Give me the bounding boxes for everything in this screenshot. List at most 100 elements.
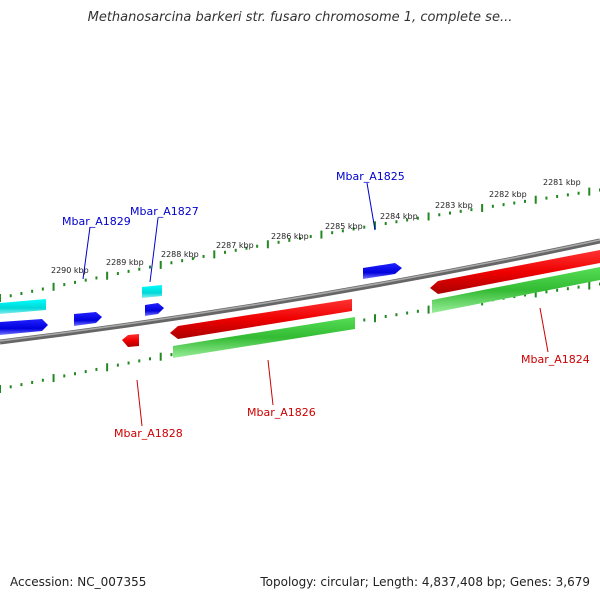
major-tick bbox=[374, 221, 376, 230]
gene-feature[interactable] bbox=[432, 267, 600, 313]
tick-label: 2287 kbp bbox=[216, 241, 254, 250]
tick-label: 2282 kbp bbox=[489, 190, 527, 199]
minor-tick bbox=[513, 201, 516, 205]
cds-feature[interactable] bbox=[145, 303, 164, 316]
cds-feature[interactable] bbox=[0, 319, 48, 335]
minor-tick bbox=[331, 231, 334, 235]
gene-label-reverse[interactable]: Mbar_A1825 bbox=[336, 170, 405, 183]
minor-tick bbox=[84, 370, 87, 374]
minor-tick bbox=[363, 225, 366, 229]
minor-tick bbox=[138, 267, 141, 271]
minor-tick bbox=[31, 289, 34, 293]
minor-tick bbox=[352, 227, 355, 231]
minor-tick bbox=[341, 229, 344, 233]
minor-tick bbox=[116, 272, 119, 276]
major-tick bbox=[213, 250, 216, 259]
minor-tick bbox=[149, 265, 151, 269]
minor-tick bbox=[74, 372, 76, 376]
minor-tick bbox=[288, 238, 291, 242]
summary-text: Topology: circular; Length: 4,837,408 bp… bbox=[260, 575, 590, 589]
minor-tick bbox=[127, 269, 130, 273]
minor-tick bbox=[20, 383, 23, 387]
minor-tick bbox=[502, 203, 505, 207]
minor-tick bbox=[74, 280, 76, 284]
tick-label: 2281 kbp bbox=[543, 178, 581, 187]
gene-feature[interactable] bbox=[142, 285, 162, 298]
major-tick bbox=[106, 271, 109, 280]
cds-feature[interactable] bbox=[122, 334, 139, 347]
minor-tick bbox=[95, 367, 98, 371]
minor-tick bbox=[416, 309, 419, 313]
minor-tick bbox=[309, 234, 312, 238]
minor-tick bbox=[116, 363, 119, 367]
minor-tick bbox=[438, 213, 441, 217]
minor-tick bbox=[138, 359, 141, 363]
major-tick bbox=[159, 260, 162, 269]
minor-tick bbox=[277, 240, 280, 244]
minor-tick bbox=[470, 208, 473, 212]
major-tick bbox=[534, 289, 537, 298]
chromosome-backbone bbox=[0, 238, 600, 345]
gene-label-forward[interactable]: Mbar_A1828 bbox=[114, 427, 183, 440]
minor-tick bbox=[406, 218, 409, 222]
minor-tick bbox=[449, 211, 451, 215]
major-tick bbox=[534, 195, 537, 204]
minor-tick bbox=[577, 285, 580, 289]
chromosome-backbone-highlight bbox=[0, 239, 600, 342]
tick-label: 2286 kbp bbox=[271, 232, 309, 241]
tick-label: 2288 kbp bbox=[161, 250, 199, 259]
forward-features[interactable] bbox=[122, 250, 600, 358]
cds-feature[interactable] bbox=[170, 299, 352, 339]
minor-tick bbox=[524, 199, 526, 203]
cds-feature[interactable] bbox=[430, 250, 600, 294]
major-tick bbox=[106, 363, 109, 372]
major-tick bbox=[481, 203, 484, 212]
major-tick bbox=[320, 230, 323, 239]
cds-feature[interactable] bbox=[74, 312, 102, 326]
minor-tick bbox=[566, 287, 569, 291]
minor-tick bbox=[234, 248, 237, 252]
minor-tick bbox=[566, 193, 569, 197]
tick-label: 2283 kbp bbox=[435, 201, 473, 210]
minor-tick bbox=[63, 374, 66, 378]
gene-label-forward[interactable]: Mbar_A1826 bbox=[247, 406, 316, 419]
minor-tick bbox=[556, 194, 559, 198]
minor-tick bbox=[384, 314, 387, 318]
minor-tick bbox=[416, 216, 419, 220]
minor-tick bbox=[95, 276, 98, 280]
minor-tick bbox=[545, 290, 548, 294]
gene-label-forward[interactable]: Mbar_A1824 bbox=[521, 353, 590, 366]
minor-tick bbox=[459, 209, 462, 213]
minor-tick bbox=[491, 204, 494, 208]
label-leaders bbox=[82, 182, 549, 427]
minor-tick bbox=[363, 318, 366, 322]
scale-labels: 2290 kbp 2289 kbp 2288 kbp 2287 kbp 2286… bbox=[51, 178, 581, 275]
gene-label-reverse[interactable]: Mbar_A1827 bbox=[130, 205, 199, 218]
major-tick bbox=[0, 294, 1, 302]
minor-tick bbox=[41, 378, 44, 382]
minor-tick bbox=[20, 292, 23, 296]
minor-tick bbox=[299, 236, 301, 240]
major-tick bbox=[266, 240, 269, 249]
minor-tick bbox=[9, 385, 12, 389]
accession-text: Accession: NC_007355 bbox=[10, 575, 147, 589]
minor-tick bbox=[170, 261, 173, 265]
major-tick bbox=[374, 314, 376, 323]
gene-feature[interactable] bbox=[173, 317, 355, 358]
major-tick bbox=[52, 374, 55, 383]
gene-label-reverse[interactable]: Mbar_A1829 bbox=[62, 215, 131, 228]
minor-tick bbox=[395, 313, 398, 317]
minor-tick bbox=[9, 294, 12, 298]
reverse-features[interactable] bbox=[0, 263, 402, 335]
minor-tick bbox=[84, 278, 87, 282]
cds-feature[interactable] bbox=[363, 263, 402, 279]
tick-label: 2289 kbp bbox=[106, 258, 144, 267]
gene-labels: Mbar_A1829 Mbar_A1827 Mbar_A1825 Mbar_A1… bbox=[62, 170, 590, 440]
gene-feature[interactable] bbox=[0, 299, 46, 314]
minor-tick bbox=[63, 283, 66, 287]
minor-tick bbox=[556, 288, 559, 292]
major-tick bbox=[427, 212, 430, 221]
minor-tick bbox=[256, 244, 259, 248]
minor-tick bbox=[545, 196, 548, 200]
